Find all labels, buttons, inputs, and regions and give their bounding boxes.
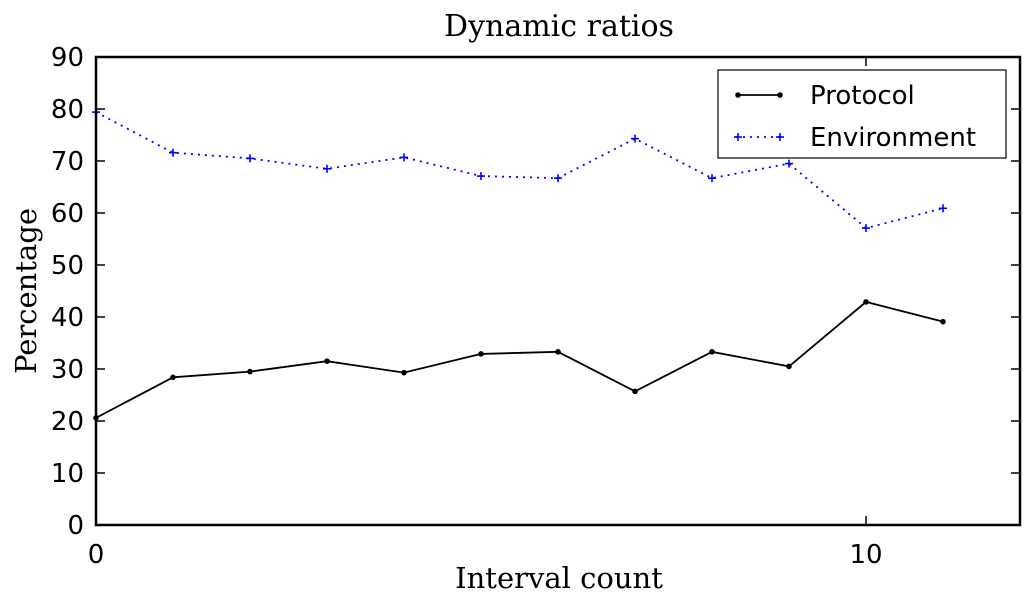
data-point-environment <box>785 159 793 168</box>
x-tick-label: 0 <box>88 540 105 570</box>
y-tick-label: 70 <box>51 147 84 177</box>
data-point-protocol <box>940 318 946 325</box>
legend-marker-protocol <box>777 92 783 98</box>
y-axis-label: Percentage <box>9 208 43 374</box>
legend: Protocol Environment <box>717 69 1007 159</box>
data-point-environment <box>477 172 485 181</box>
data-point-environment <box>400 153 408 162</box>
y-tick-label: 0 <box>67 511 84 541</box>
chart-title: Dynamic ratios <box>444 9 674 44</box>
legend-label-protocol: Protocol <box>810 81 915 111</box>
y-tick-label: 60 <box>51 199 84 229</box>
data-point-protocol <box>555 349 561 355</box>
plot-frame <box>94 55 1022 527</box>
data-point-environment <box>554 174 562 183</box>
x-tick-label: 10 <box>849 540 882 570</box>
data-point-protocol <box>401 369 407 376</box>
y-tick-label: 90 <box>51 43 84 73</box>
data-point-environment <box>323 164 331 173</box>
x-axis-label: Interval count <box>455 561 663 595</box>
data-point-protocol <box>863 299 869 305</box>
data-point-environment <box>939 204 947 213</box>
y-tick-label: 10 <box>51 459 84 489</box>
y-tick-label: 80 <box>51 95 84 125</box>
data-point-protocol <box>170 374 176 381</box>
y-tick-label: 30 <box>51 355 84 385</box>
plot-area: 0 10 20 30 40 50 60 70 80 90 0 10 <box>51 43 1022 570</box>
data-point-environment <box>169 148 177 157</box>
data-point-protocol <box>786 363 792 370</box>
data-point-environment <box>246 154 254 163</box>
y-tick-label: 50 <box>51 251 84 281</box>
legend-box <box>717 69 1007 159</box>
series-line-protocol <box>95 300 944 419</box>
data-point-environment <box>708 174 716 183</box>
data-point-environment <box>862 224 870 233</box>
data-point-protocol <box>709 349 715 355</box>
legend-label-environment: Environment <box>810 123 976 153</box>
data-point-protocol <box>478 351 484 357</box>
data-point-environment <box>631 134 639 143</box>
y-tick-label: 20 <box>51 407 84 437</box>
data-point-protocol <box>324 358 330 365</box>
y-tick-label: 40 <box>51 303 84 333</box>
data-point-protocol <box>247 368 253 375</box>
legend-marker-protocol <box>735 92 741 98</box>
data-point-protocol <box>632 388 638 395</box>
